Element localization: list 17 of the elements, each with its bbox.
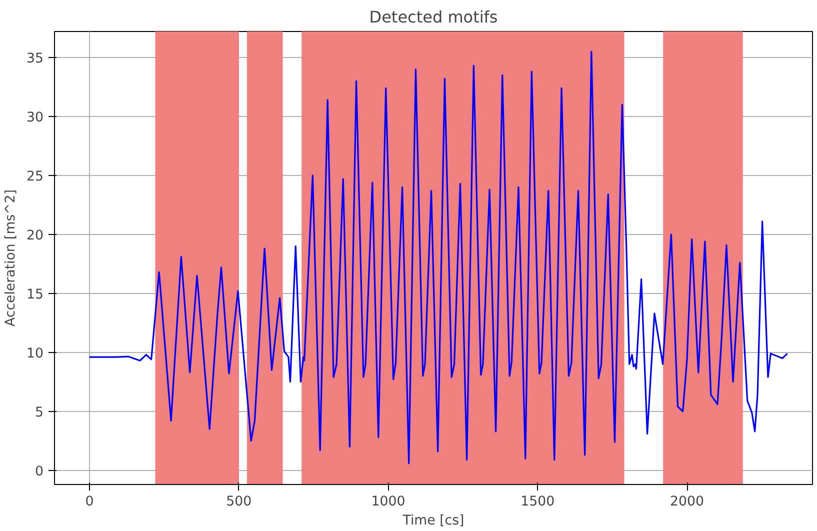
- chart-title: Detected motifs: [369, 8, 498, 26]
- y-tick-label: 10: [26, 346, 44, 362]
- y-tick-label: 5: [35, 405, 44, 420]
- x-tick-label: 2000: [670, 494, 704, 510]
- y-tick-label: 15: [26, 287, 44, 302]
- y-tick-label: 25: [26, 169, 44, 184]
- y-tick-label: 20: [26, 228, 44, 244]
- x-tick-label: 0: [85, 494, 94, 510]
- x-tick-label: 1500: [520, 494, 555, 510]
- y-tick-label: 0: [35, 464, 44, 480]
- y-axis-title: Acceleration [ms^2]: [4, 189, 19, 327]
- line-series: [88, 50, 788, 464]
- y-tick-label: 35: [26, 51, 44, 66]
- x-tick-label: 1000: [371, 494, 406, 510]
- x-tick-label: 500: [226, 494, 252, 510]
- x-axis-title: Time [cs]: [402, 514, 464, 528]
- y-tick-label: 30: [26, 110, 44, 126]
